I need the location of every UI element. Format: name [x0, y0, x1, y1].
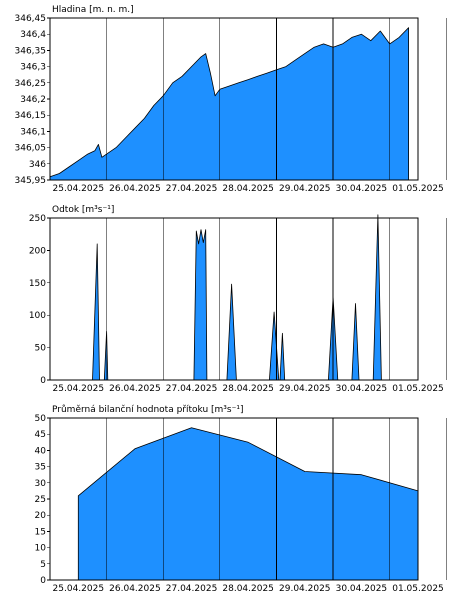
y-tick-label: 346,15	[15, 111, 47, 121]
x-tick-label: 25.04.2025	[53, 584, 105, 594]
y-tick-label: 45	[35, 430, 46, 440]
y-tick-label: 20	[35, 511, 47, 521]
y-tick-label: 0	[40, 576, 46, 586]
plot-frame	[49, 17, 419, 181]
panel-title: Hladina [m. n. m.]	[52, 5, 134, 15]
y-tick-label: 346	[29, 160, 46, 170]
panel-inflow-balance: Průměrná bilanční hodnota přítoku [m³s⁻¹…	[35, 404, 447, 594]
y-tick-label: 35	[35, 463, 46, 473]
series-area	[49, 27, 409, 181]
y-tick-label: 200	[29, 246, 46, 256]
y-tick-label: 150	[29, 279, 46, 289]
x-tick-label: 28.04.2025	[222, 584, 274, 594]
x-tick-label: 25.04.2025	[53, 184, 105, 194]
panel-water-level: Hladina [m. n. m.] 25.04.2025 26.04.2025 27…	[15, 5, 447, 194]
y-tick-label: 250	[29, 214, 46, 224]
panel-title: Průměrná bilanční hodnota přítoku [m³s⁻¹…	[52, 404, 243, 415]
x-tick-label: 25.04.2025	[53, 384, 105, 394]
x-tick-label: 27.04.2025	[166, 584, 218, 594]
x-tick-label: 28.04.2025	[222, 184, 274, 194]
panel-outflow: Odtok [m³s⁻¹] 25.04.2025 26.04.2025 27.04.2…	[29, 205, 447, 394]
y-tick-label: 5	[40, 560, 46, 570]
panel-title: Odtok [m³s⁻¹]	[52, 205, 114, 215]
y-tick-label: 346,2	[20, 95, 46, 105]
y-tick-label: 50	[35, 414, 47, 424]
x-tick-label: 01.05.2025	[392, 184, 444, 194]
x-tick-label: 30.04.2025	[336, 584, 388, 594]
plot-frame	[49, 217, 419, 381]
y-tick-label: 50	[35, 344, 47, 354]
x-tick-label: 29.04.2025	[279, 584, 331, 594]
series-area	[77, 427, 419, 581]
x-tick-label: 27.04.2025	[166, 384, 218, 394]
x-tick-label: 29.04.2025	[279, 184, 331, 194]
y-tick-label: 346,35	[15, 46, 47, 56]
y-tick-label: 345,95	[15, 176, 47, 186]
x-tick-label: 26.04.2025	[109, 584, 161, 594]
x-tick-label: 01.05.2025	[392, 584, 444, 594]
y-tick-label: 15	[35, 527, 46, 537]
y-tick-label: 40	[35, 446, 47, 456]
x-tick-label: 29.04.2025	[279, 384, 331, 394]
y-tick-label: 30	[35, 479, 47, 489]
y-tick-label: 346,45	[15, 14, 47, 24]
x-tick-label: 27.04.2025	[166, 184, 218, 194]
x-tick-label: 26.04.2025	[109, 384, 161, 394]
x-tick-label: 26.04.2025	[109, 184, 161, 194]
y-tick-label: 346,3	[20, 63, 46, 73]
x-tick-label: 30.04.2025	[336, 384, 388, 394]
plot-frame	[49, 417, 419, 581]
y-tick-label: 346,4	[20, 30, 46, 40]
x-tick-label: 30.04.2025	[336, 184, 388, 194]
y-tick-label: 346,25	[15, 79, 47, 89]
series-area	[49, 214, 419, 381]
y-tick-label: 346,05	[15, 144, 47, 154]
y-tick-label: 100	[29, 311, 46, 321]
y-tick-label: 10	[35, 544, 47, 554]
y-tick-label: 25	[35, 495, 46, 505]
x-tick-label: 28.04.2025	[222, 384, 274, 394]
y-tick-label: 0	[40, 376, 46, 386]
y-tick-label: 346,1	[20, 127, 46, 137]
x-tick-label: 01.05.2025	[392, 384, 444, 394]
